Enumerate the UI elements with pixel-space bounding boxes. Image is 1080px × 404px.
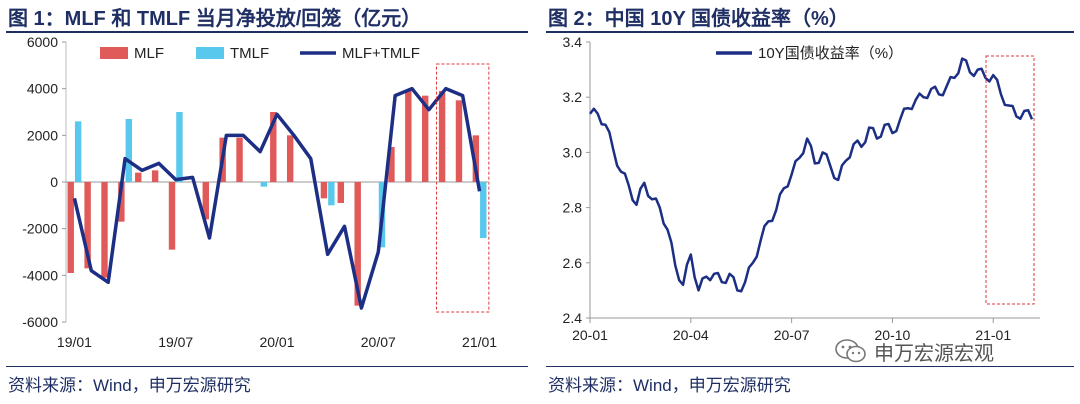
x-tick-label: 21-01 — [975, 327, 1011, 343]
chart1-title: 图 1：MLF 和 TMLF 当月净投放/回笼（亿元） — [8, 8, 422, 30]
mlf-bar — [388, 147, 395, 182]
mlf-bar — [286, 135, 294, 182]
yield-line — [589, 57, 1034, 293]
tmlf-bar — [260, 182, 268, 187]
chart1-source-rule — [6, 366, 528, 367]
mlf-bar — [151, 170, 159, 182]
mlf-bar — [320, 182, 328, 199]
mlf-bar — [168, 182, 176, 250]
mlf-bar — [118, 182, 125, 222]
x-tick-label: 19/01 — [57, 334, 92, 350]
chart1-title-rule — [6, 31, 528, 33]
tmlf-bar — [176, 112, 183, 182]
y-tick-label: 3.4 — [563, 34, 583, 50]
mlf-bar — [236, 137, 243, 182]
x-tick-label: 20/07 — [361, 334, 396, 350]
tmlf-bar — [125, 119, 132, 182]
y-tick-label: -4000 — [22, 267, 58, 283]
mlf-bar — [135, 172, 142, 182]
mlf-bar — [67, 182, 74, 273]
chart2-source: 资料来源：Wind，申万宏源研究 — [548, 376, 791, 395]
chart1-source: 资料来源：Wind，申万宏源研究 — [8, 376, 251, 395]
y-tick-label: 6000 — [27, 34, 58, 50]
wechat-icon — [835, 339, 866, 363]
mlf-bar — [422, 95, 429, 182]
mlf-bar — [455, 100, 463, 182]
y-tick-label: 3.0 — [563, 144, 583, 160]
x-tick-label: 19/07 — [158, 334, 193, 350]
legend-swatch-mlf — [100, 47, 128, 59]
mlf-bar — [270, 112, 277, 182]
legend-label-sum: MLF+TMLF — [342, 45, 420, 62]
y-tick-label: -2000 — [22, 221, 58, 237]
y-tick-label: -6000 — [22, 314, 58, 330]
mlf-bar — [202, 182, 209, 220]
watermark: 申万宏源宏观 — [834, 336, 994, 366]
mlf-bar — [354, 182, 361, 306]
watermark-text: 申万宏源宏观 — [874, 340, 994, 365]
legend-label-yield: 10Y国债收益率（%） — [758, 45, 903, 62]
x-tick-label: 20-04 — [673, 327, 709, 343]
y-tick-label: 3.2 — [563, 89, 583, 105]
mlf-bar — [337, 182, 345, 203]
x-tick-label: 20-10 — [875, 327, 911, 343]
x-tick-label: 21/01 — [462, 334, 497, 350]
y-tick-label: 2.4 — [563, 310, 583, 326]
legend-swatch-tmlf — [196, 47, 224, 59]
y-tick-label: 2.8 — [563, 200, 583, 216]
highlight-box — [985, 55, 1035, 305]
y-tick-label: 2000 — [27, 127, 58, 143]
mlf-bar — [101, 182, 108, 278]
tmlf-bar — [74, 121, 82, 182]
chart2-title: 图 2：中国 10Y 国债收益率（%） — [548, 8, 849, 30]
legend-label-tmlf: TMLF — [230, 45, 269, 62]
x-tick-label: 20/01 — [259, 334, 294, 350]
y-tick-label: 0 — [50, 174, 58, 190]
chart2-title-rule — [546, 31, 1074, 33]
tmlf-bar — [480, 182, 487, 238]
x-tick-label: 20-01 — [572, 327, 608, 343]
mlf-bar — [438, 91, 446, 182]
legend-label-mlf: MLF — [134, 45, 164, 62]
highlight-box — [436, 63, 490, 313]
chart2-svg: 3.4 3.2 3.0 2.8 2.6 2.420-01 20-04 20-07 20-10 21… — [563, 34, 1040, 343]
mlf-tmlf-line — [72, 86, 482, 310]
chart2-source-rule — [546, 366, 1074, 367]
chart1-svg: 6000 4000 2000 0 -2000 -4000 -6000 19/01 19/07 20… — [22, 34, 497, 350]
y-tick-label: 4000 — [27, 81, 58, 97]
tmlf-bar — [328, 182, 335, 206]
x-tick-label: 20-07 — [774, 327, 810, 343]
mlf-bar — [472, 135, 480, 182]
mlf-bar — [84, 182, 91, 269]
mlf-bar — [405, 91, 412, 182]
y-tick-label: 2.6 — [563, 255, 583, 271]
